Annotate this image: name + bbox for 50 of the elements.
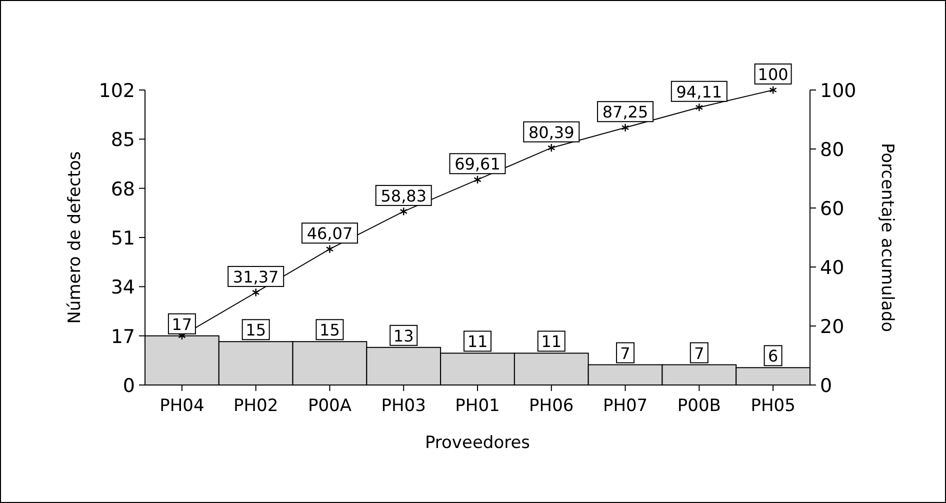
data-label: 31,37 [232, 267, 279, 286]
y-tick-label: 51 [110, 228, 135, 250]
data-label: 17 [172, 314, 192, 334]
data-label: 11 [467, 332, 488, 352]
point [695, 102, 704, 112]
x-axis-title: Proveedores [424, 433, 530, 453]
point [621, 123, 630, 132]
point [769, 86, 777, 94]
data-label: 87,25 [602, 102, 648, 122]
y2-tick-label: 100 [820, 80, 856, 102]
data-label: 6 [768, 346, 778, 366]
x-tick-label: PH06 [529, 396, 574, 416]
data-label: 15 [320, 320, 340, 340]
y2-tick-label: 60 [820, 198, 844, 220]
x-tick-label: PH05 [750, 396, 796, 416]
x-tick-label: PH04 [160, 396, 204, 416]
y-tick-label: 0 [122, 375, 135, 397]
x-tick-label: PH02 [233, 396, 278, 416]
x-tick-label: P00A [308, 396, 352, 416]
data-label: 100 [758, 65, 788, 84]
y2-tick-label: 40 [820, 257, 844, 279]
x-tick-label: PH03 [381, 396, 426, 416]
y-tick-label: 85 [110, 129, 135, 152]
data-label: 58,83 [380, 186, 427, 206]
y-tick-label: 34 [110, 276, 135, 299]
point [326, 244, 334, 254]
data-label: 46,07 [306, 224, 353, 244]
x-tick-label: PH01 [455, 396, 500, 416]
y2-tick-label: 0 [820, 375, 832, 397]
point [474, 175, 482, 184]
data-label: 15 [246, 320, 266, 340]
point [400, 207, 408, 216]
y2-tick-label: 80 [820, 139, 844, 161]
data-label: 13 [393, 326, 414, 346]
y2-axis-title: Porcentaje acumulado [877, 142, 897, 332]
x-tick-label: P00B [677, 396, 721, 416]
point [252, 288, 260, 297]
x-tick-label: PH07 [602, 396, 648, 416]
y-axis-title: Número de defectos [65, 151, 85, 324]
data-label: 11 [541, 332, 562, 352]
y-tick-label: 17 [110, 326, 135, 348]
data-label: 94,11 [676, 82, 722, 102]
data-label: 7 [694, 344, 704, 363]
data-label: 69,61 [454, 154, 500, 174]
y-tick-label: 102 [98, 80, 135, 102]
y2-tick-label: 20 [820, 316, 844, 338]
y-tick-label: 68 [110, 178, 135, 200]
data-label: 7 [620, 344, 630, 363]
point [548, 143, 556, 152]
data-label: 80,39 [528, 122, 574, 142]
